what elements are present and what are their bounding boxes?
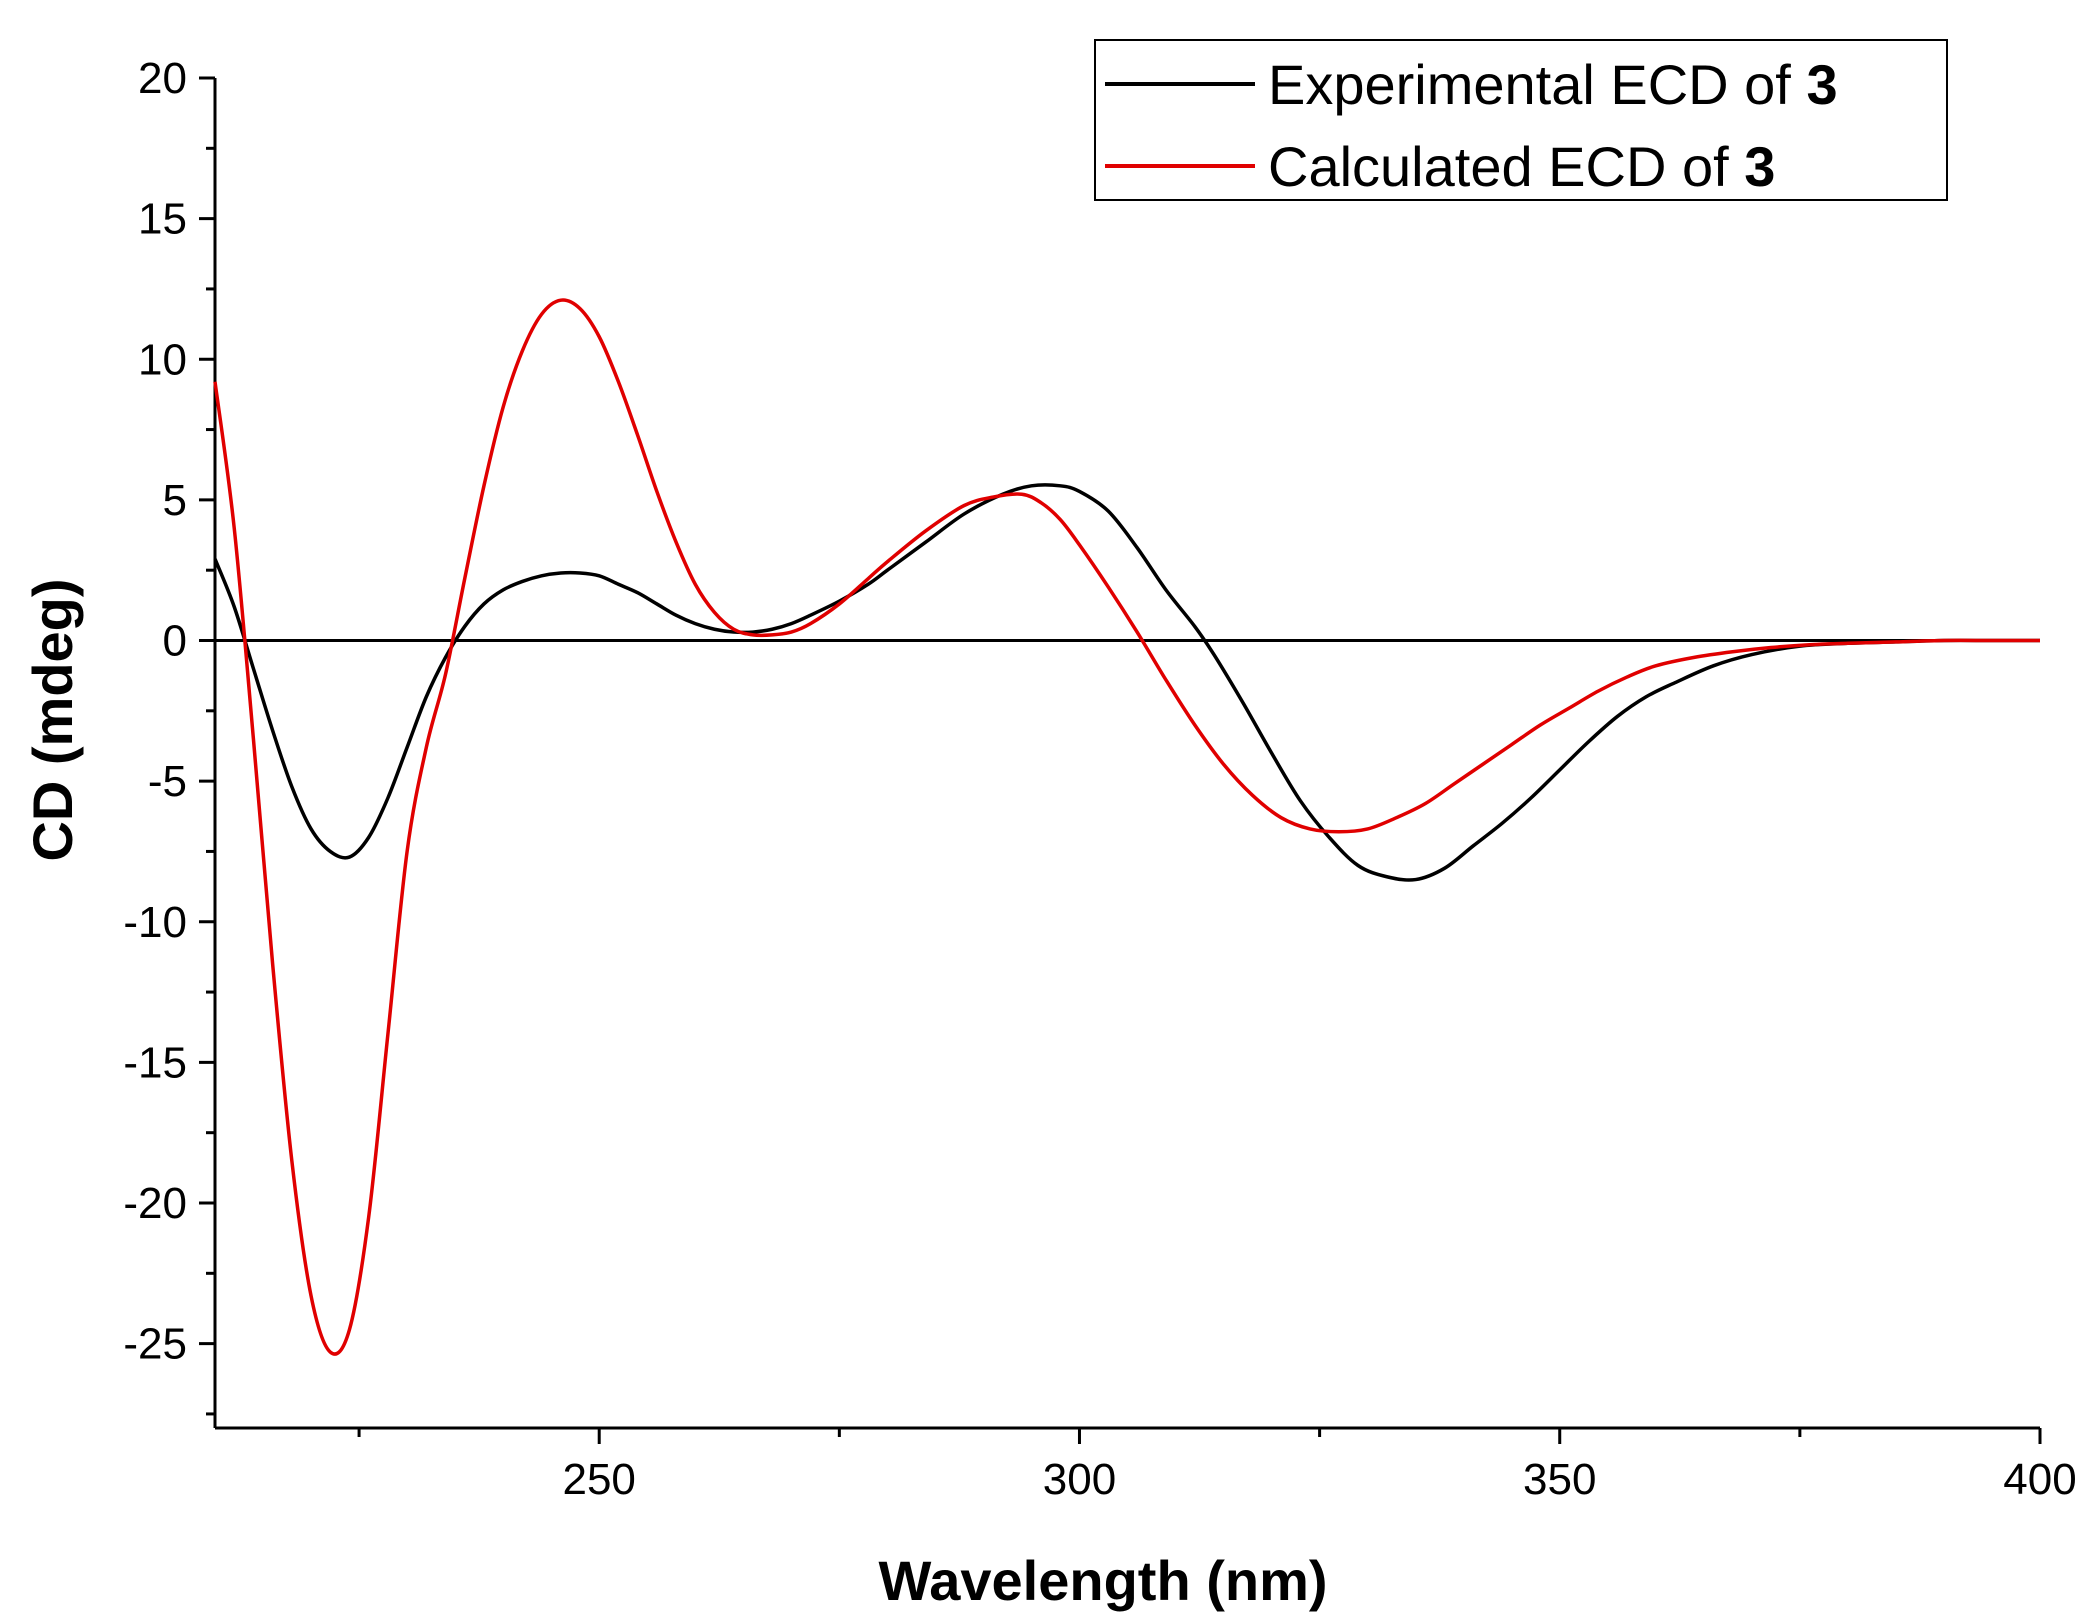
x-tick-label: 400 [2003,1455,2076,1504]
x-axis: 250 300 350 400 [357,1428,2077,1504]
y-tick-label: 5 [163,476,187,525]
calculated-ecd-line [213,298,2040,1356]
y-tick-label: -20 [123,1179,187,1228]
y-tick-label: -10 [123,898,187,947]
legend-label-calculated: Calculated ECD of 3 [1268,135,1775,198]
x-tick-label: 350 [1523,1455,1596,1504]
x-tick-label: 250 [562,1455,635,1504]
y-tick-label: 10 [138,335,187,384]
y-tick-label: 20 [138,54,187,103]
x-axis-title: Wavelength (nm) [878,1549,1327,1612]
y-axis-title: CD (mdeg) [21,578,84,861]
series-layer [213,298,2040,1356]
legend: Experimental ECD of 3 Calculated ECD of … [1094,39,1948,201]
legend-label-experimental: Experimental ECD of 3 [1268,53,1838,116]
y-tick-label: -25 [123,1320,187,1369]
y-axis: 20 15 10 5 0 -5 -10 -15 -20 -25 [123,54,215,1416]
plot-frame [213,78,2040,1430]
y-tick-label: 0 [163,617,187,666]
y-tick-label: -5 [148,757,187,806]
legend-box [1094,39,1948,201]
x-tick-label: 300 [1043,1455,1116,1504]
y-tick-label: -15 [123,1038,187,1087]
y-tick-label: 15 [138,195,187,244]
experimental-ecd-line [213,483,2040,882]
